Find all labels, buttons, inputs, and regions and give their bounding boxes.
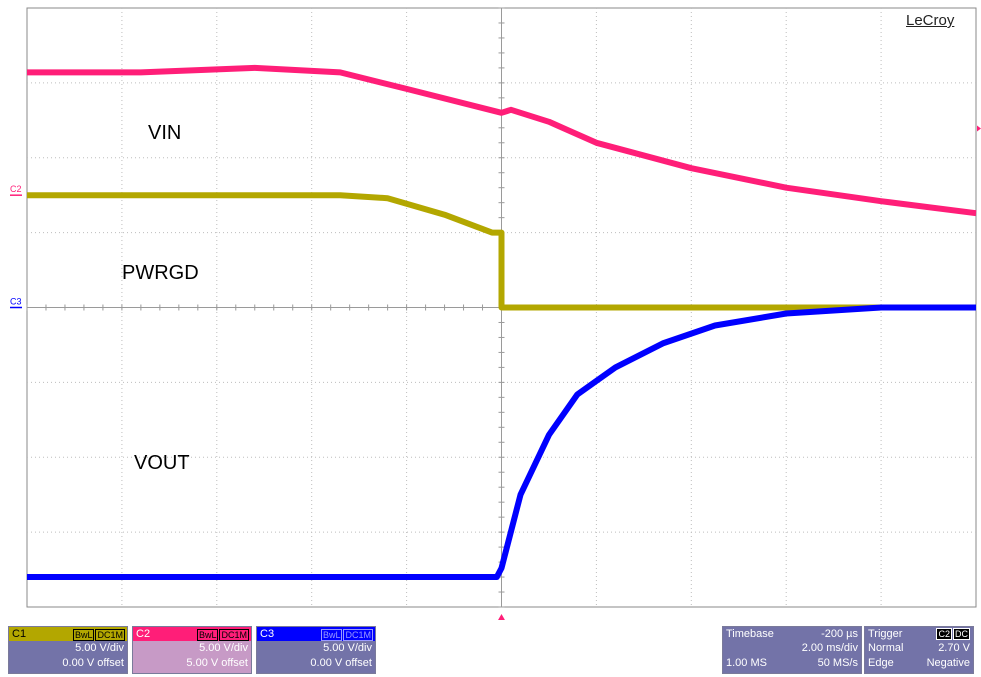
channel-markers: C2 C3 xyxy=(10,125,981,620)
timebase-panel[interactable]: Timebase -200 µs 2.00 ms/div 1.00 MS 50 MS… xyxy=(722,626,862,674)
trace-vout xyxy=(27,304,976,580)
channel-id: C1 xyxy=(12,628,27,640)
trigger-level-marker xyxy=(977,125,981,132)
channel-id: C2 xyxy=(136,628,151,640)
trace-pwrgd xyxy=(27,192,976,311)
timebase-delay: -200 µs xyxy=(821,628,858,640)
channel-marker-c2: C2 xyxy=(10,184,22,194)
trigger-source: C2 xyxy=(936,628,952,640)
timebase-label: Timebase xyxy=(726,628,774,640)
trigger-level: 2.70 V xyxy=(938,642,970,654)
trigger-type: Edge xyxy=(868,657,894,669)
label-pwrgd: PWRGD xyxy=(122,262,199,284)
volts-per-div: 5.00 V/div xyxy=(75,642,124,654)
trigger-coupling: DC xyxy=(953,628,970,640)
channel-panel-c1[interactable]: C1 BwL DC1M 5.00 V/div 0.00 V offset xyxy=(8,626,128,674)
trigger-slope: Negative xyxy=(926,657,970,669)
tag-bwl: BwL xyxy=(196,629,219,641)
tag-dc1m: DC1M xyxy=(343,629,373,641)
offset: 0.00 V offset xyxy=(62,657,124,669)
trigger-mode: Normal xyxy=(868,642,904,654)
channel-panel-c2[interactable]: C2 BwL DC1M 5.00 V/div 5.00 V offset xyxy=(132,626,252,674)
volts-per-div: 5.00 V/div xyxy=(199,642,248,654)
channel-header-c3: C3 BwL DC1M xyxy=(257,627,375,641)
channel-panel-c3[interactable]: C3 BwL DC1M 5.00 V/div 0.00 V offset xyxy=(256,626,376,674)
brand-logo: LeCroy xyxy=(906,12,955,29)
waveform-traces xyxy=(27,64,977,580)
trigger-time-marker xyxy=(498,614,505,620)
channel-marker-c3: C3 xyxy=(10,297,22,307)
offset: 0.00 V offset xyxy=(310,657,372,669)
time-per-div: 2.00 ms/div xyxy=(801,642,858,654)
offset: 5.00 V offset xyxy=(186,657,248,669)
scope-display: C2 C3 xyxy=(10,7,981,620)
label-vin: VIN xyxy=(148,122,182,144)
label-vout: VOUT xyxy=(134,452,190,474)
sample-count: 1.00 MS xyxy=(726,657,767,669)
tag-dc1m: DC1M xyxy=(95,629,125,641)
sample-rate: 50 MS/s xyxy=(817,657,858,669)
volts-per-div: 5.00 V/div xyxy=(323,642,372,654)
trigger-panel[interactable]: Trigger C2 DC Normal 2.70 V Edge Negative xyxy=(864,626,974,674)
tag-bwl: BwL xyxy=(320,629,343,641)
channel-header-c2: C2 BwL DC1M xyxy=(133,627,251,641)
tag-bwl: BwL xyxy=(72,629,95,641)
channel-header-c1: C1 BwL DC1M xyxy=(9,627,127,641)
trigger-label: Trigger xyxy=(868,628,903,640)
tag-dc1m: DC1M xyxy=(219,629,249,641)
channel-id: C3 xyxy=(260,628,275,640)
trace-vin xyxy=(27,64,977,217)
